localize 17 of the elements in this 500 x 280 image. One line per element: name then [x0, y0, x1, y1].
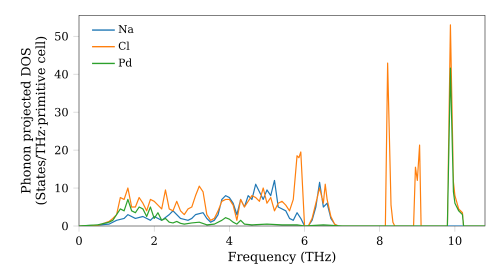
- y-tick-label: 10: [56, 184, 68, 192]
- x-tick-label: 4: [226, 236, 232, 245]
- y-tick-label: 40: [54, 70, 68, 78]
- x-tick-label: 2: [151, 236, 157, 245]
- y-tick-label: 0: [62, 222, 68, 230]
- x-tick-label: 8: [376, 236, 383, 245]
- y-axis-title: Phonon projected DOS (States/THz·primitive cell): [20, 36, 48, 204]
- x-tick-label: 6: [302, 236, 308, 245]
- x-tick-label: 10: [449, 236, 462, 245]
- legend-label: Na: [118, 25, 134, 34]
- legend-label: Pd: [118, 58, 132, 67]
- x-tick-label: 0: [76, 236, 82, 245]
- x-axis-title: Frequency (THz): [228, 251, 336, 264]
- legend-label: Cl: [118, 42, 130, 50]
- y-tick-label: 20: [54, 146, 68, 154]
- y-tick-label: 30: [55, 108, 68, 116]
- y-tick-label: 50: [55, 32, 68, 41]
